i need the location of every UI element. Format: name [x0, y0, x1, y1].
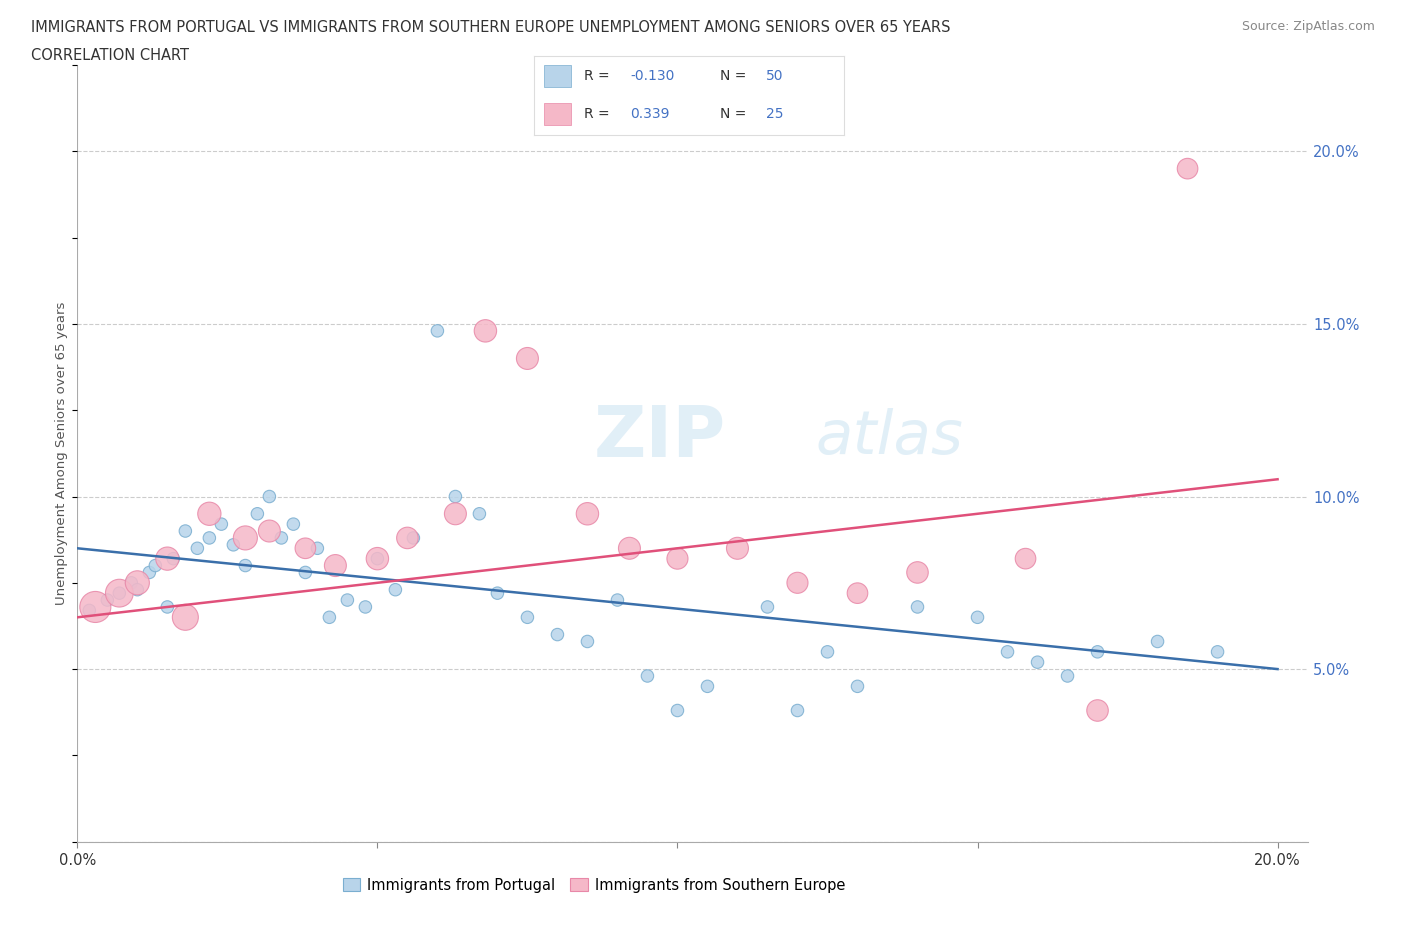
- Text: atlas: atlas: [815, 408, 963, 468]
- Point: [354, 600, 377, 615]
- Point: [444, 489, 467, 504]
- Point: [162, 551, 184, 566]
- Point: [186, 541, 208, 556]
- Text: ZIP: ZIP: [595, 404, 727, 472]
- Y-axis label: Unemployment Among Seniors over 65 years: Unemployment Among Seniors over 65 years: [55, 301, 67, 605]
- Point: [222, 538, 245, 552]
- Point: [426, 324, 449, 339]
- Point: [259, 489, 281, 504]
- FancyBboxPatch shape: [544, 103, 571, 126]
- Point: [156, 551, 179, 566]
- Point: [486, 586, 509, 601]
- Point: [198, 530, 221, 545]
- Point: [366, 551, 388, 566]
- Point: [666, 703, 689, 718]
- Point: [846, 679, 869, 694]
- Point: [966, 610, 988, 625]
- Text: N =: N =: [720, 69, 751, 83]
- Text: R =: R =: [583, 69, 614, 83]
- Point: [396, 530, 419, 545]
- FancyBboxPatch shape: [544, 65, 571, 87]
- Legend: Immigrants from Portugal, Immigrants from Southern Europe: Immigrants from Portugal, Immigrants fro…: [343, 878, 845, 893]
- Point: [1146, 634, 1168, 649]
- Point: [817, 644, 839, 659]
- Point: [1087, 703, 1109, 718]
- Text: R =: R =: [583, 107, 614, 121]
- Point: [336, 592, 359, 607]
- Point: [84, 600, 107, 615]
- Point: [318, 610, 340, 625]
- Point: [619, 541, 641, 556]
- Point: [516, 610, 538, 625]
- Point: [576, 634, 599, 649]
- Point: [636, 669, 658, 684]
- Point: [259, 524, 281, 538]
- Point: [666, 551, 689, 566]
- Text: CORRELATION CHART: CORRELATION CHART: [31, 48, 188, 63]
- Point: [174, 610, 197, 625]
- Point: [576, 506, 599, 521]
- Point: [270, 530, 292, 545]
- Point: [79, 603, 101, 618]
- Point: [96, 592, 118, 607]
- Point: [727, 541, 749, 556]
- Point: [127, 582, 149, 597]
- Point: [294, 541, 316, 556]
- Text: IMMIGRANTS FROM PORTUGAL VS IMMIGRANTS FROM SOUTHERN EUROPE UNEMPLOYMENT AMONG S: IMMIGRANTS FROM PORTUGAL VS IMMIGRANTS F…: [31, 20, 950, 35]
- Point: [786, 576, 808, 591]
- Point: [198, 506, 221, 521]
- Point: [1087, 644, 1109, 659]
- Point: [1206, 644, 1229, 659]
- Point: [546, 627, 568, 642]
- Point: [143, 558, 166, 573]
- Point: [997, 644, 1019, 659]
- Point: [1026, 655, 1049, 670]
- Point: [127, 576, 149, 591]
- Point: [1056, 669, 1078, 684]
- Text: N =: N =: [720, 107, 751, 121]
- Point: [156, 600, 179, 615]
- Text: 25: 25: [766, 107, 783, 121]
- Point: [444, 506, 467, 521]
- Point: [246, 506, 269, 521]
- Point: [384, 582, 406, 597]
- Point: [294, 565, 316, 580]
- Text: 0.339: 0.339: [630, 107, 669, 121]
- Point: [846, 586, 869, 601]
- Point: [786, 703, 808, 718]
- Text: Source: ZipAtlas.com: Source: ZipAtlas.com: [1241, 20, 1375, 33]
- Text: 50: 50: [766, 69, 783, 83]
- Point: [138, 565, 160, 580]
- Point: [1014, 551, 1036, 566]
- Point: [120, 576, 142, 591]
- Point: [468, 506, 491, 521]
- Text: -0.130: -0.130: [630, 69, 675, 83]
- Point: [235, 530, 257, 545]
- Point: [235, 558, 257, 573]
- Point: [907, 600, 929, 615]
- Point: [307, 541, 329, 556]
- Point: [325, 558, 347, 573]
- Point: [696, 679, 718, 694]
- Point: [606, 592, 628, 607]
- Point: [907, 565, 929, 580]
- Point: [1177, 161, 1199, 176]
- Point: [283, 517, 305, 532]
- Point: [108, 586, 131, 601]
- Point: [209, 517, 232, 532]
- Point: [174, 524, 197, 538]
- Point: [366, 551, 388, 566]
- Point: [756, 600, 779, 615]
- Point: [474, 324, 496, 339]
- Point: [108, 586, 131, 601]
- Point: [402, 530, 425, 545]
- Point: [516, 351, 538, 365]
